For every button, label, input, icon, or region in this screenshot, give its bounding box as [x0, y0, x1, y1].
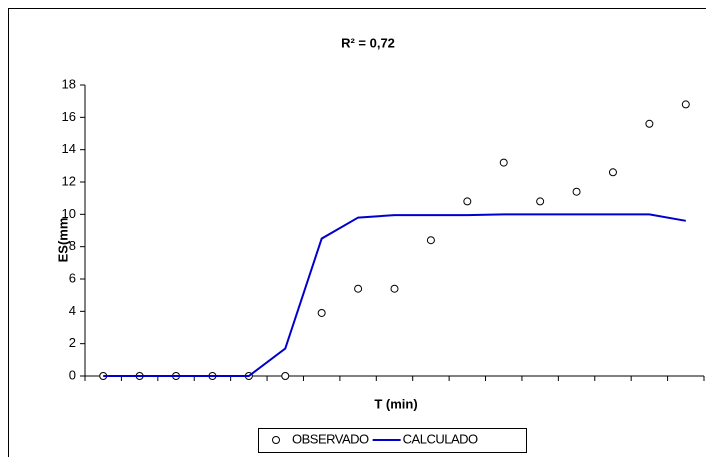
series-line [103, 213, 686, 377]
y-tick-label: 2 [69, 335, 76, 350]
chart-title: R² = 0,72 [341, 35, 395, 50]
data-point [463, 197, 472, 206]
chart-border [8, 8, 706, 457]
data-point [681, 100, 690, 109]
x-axis-label: T (min) [374, 396, 417, 411]
data-point [536, 197, 545, 206]
data-point [499, 158, 508, 167]
data-point [281, 372, 290, 380]
data-point [608, 168, 617, 177]
y-tick-label: 6 [69, 270, 76, 285]
data-point [426, 236, 435, 245]
data-point [572, 187, 581, 196]
y-tick-label: 10 [62, 206, 76, 221]
data-point [645, 119, 654, 128]
legend-marker [272, 436, 280, 444]
y-tick-label: 14 [62, 141, 76, 156]
data-point [354, 284, 363, 293]
y-axis-label: ES(mm [55, 218, 70, 263]
legend-label: CALCULADO [403, 431, 478, 446]
data-point [317, 308, 326, 317]
data-point [390, 284, 399, 293]
y-tick-label: 0 [69, 367, 76, 382]
y-tick-label: 12 [62, 173, 76, 188]
y-tick-label: 16 [62, 109, 76, 124]
y-tick-label: 8 [69, 238, 76, 253]
legend-label: OBSERVADO [292, 431, 369, 446]
y-tick-label: 18 [62, 76, 76, 91]
y-tick-label: 4 [69, 303, 76, 318]
